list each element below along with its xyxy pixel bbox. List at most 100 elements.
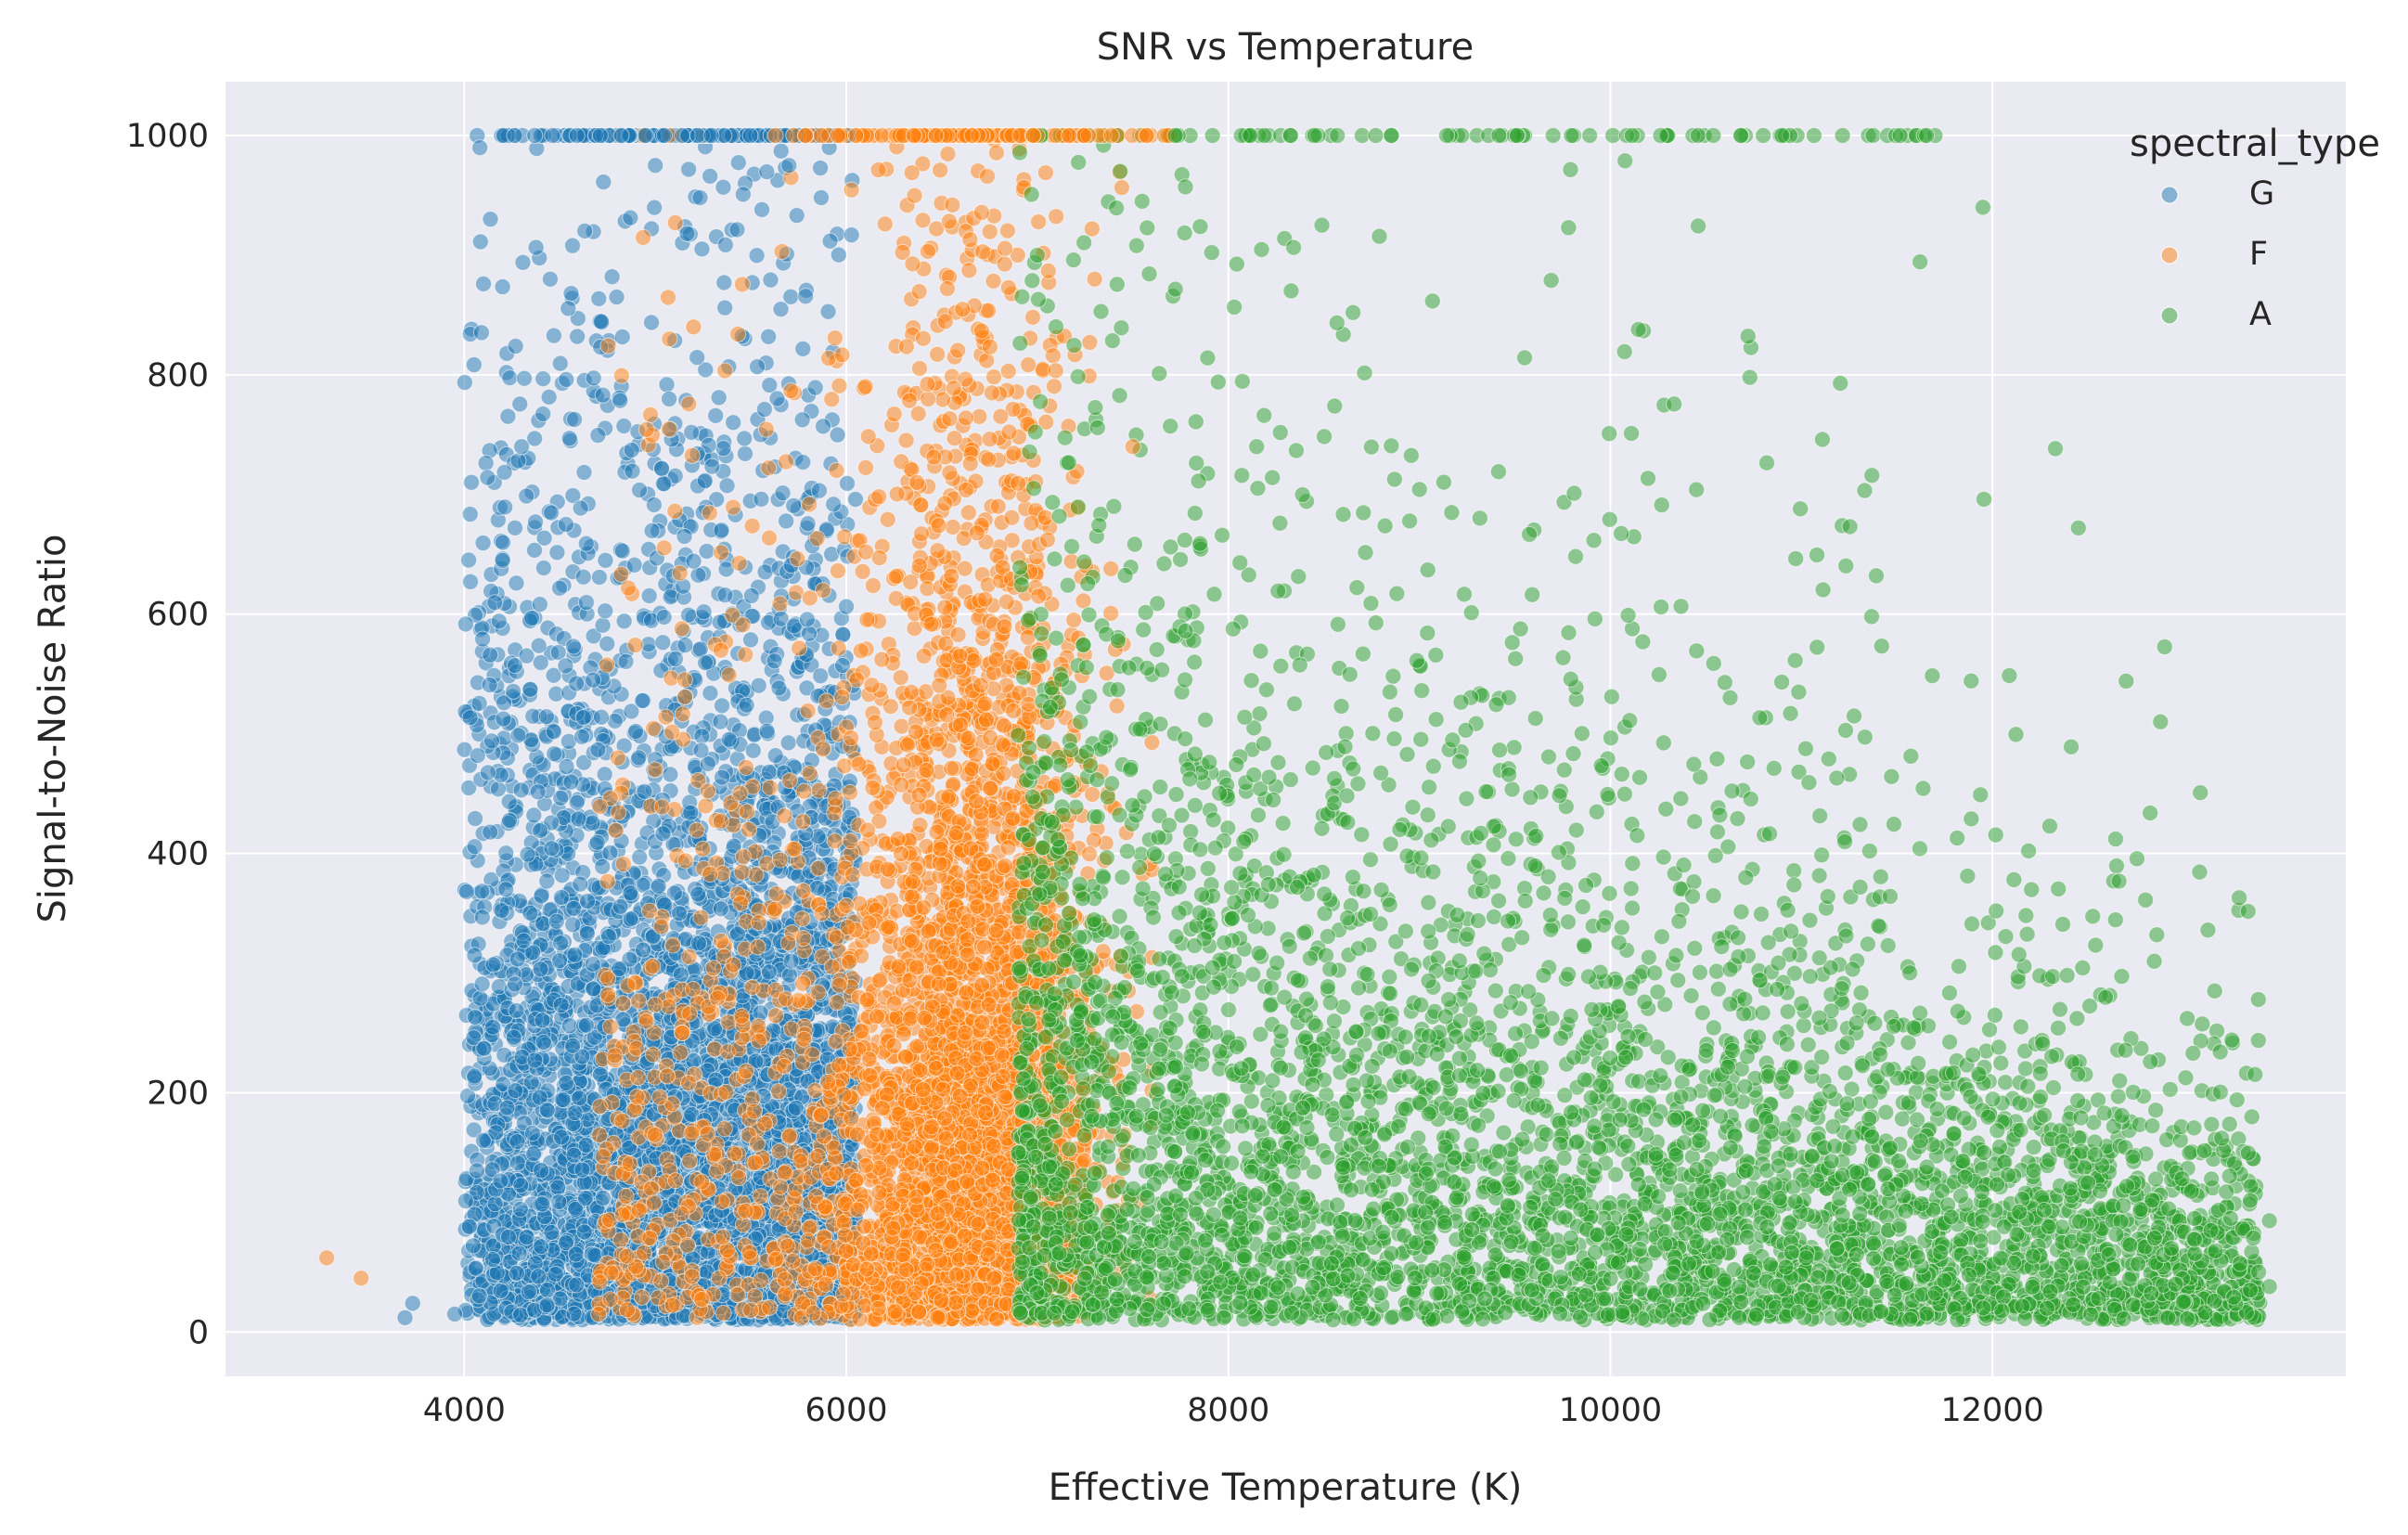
point-g (491, 613, 507, 629)
point-g (577, 223, 593, 239)
point-g (595, 858, 611, 874)
point-g (715, 698, 730, 714)
point-g (457, 375, 472, 391)
point-g (498, 882, 514, 897)
point-g (698, 655, 714, 671)
point-g (502, 813, 518, 829)
point-g (696, 604, 712, 620)
point-g (564, 238, 580, 253)
point-g (692, 190, 708, 206)
point-g (578, 1017, 594, 1033)
point-g (820, 303, 836, 319)
point-g (539, 873, 555, 889)
point-g (635, 692, 650, 708)
point-g (717, 300, 733, 316)
point-g (496, 464, 512, 480)
point-g (713, 714, 728, 729)
point-g (769, 391, 785, 406)
point-g (570, 329, 586, 344)
point-g (567, 1105, 583, 1121)
point-g (801, 626, 817, 641)
point-g (813, 161, 829, 176)
point-g (795, 341, 811, 356)
point-g (637, 783, 652, 799)
point-g (631, 750, 647, 766)
point-g (579, 925, 595, 941)
point-g (729, 222, 745, 238)
point-g (591, 569, 607, 585)
point-g (484, 1019, 500, 1035)
point-g (457, 616, 473, 632)
point-g (553, 997, 569, 1013)
point-g (475, 631, 491, 647)
point-g (476, 1040, 492, 1056)
point-g (526, 807, 542, 823)
point-g (534, 1013, 550, 1028)
point-g (759, 723, 775, 739)
point-g (483, 212, 498, 227)
point-g (507, 976, 522, 992)
point-g (713, 901, 728, 917)
point-g (750, 359, 766, 375)
point-g (711, 390, 727, 406)
point-g (647, 200, 663, 215)
point-g (515, 254, 531, 270)
point-g (704, 458, 720, 474)
point-g (563, 286, 579, 302)
point-g (487, 595, 503, 611)
point-g (578, 535, 594, 551)
point-g (714, 522, 729, 538)
point-g (580, 894, 596, 909)
point-g (757, 564, 773, 580)
point-g (468, 1260, 483, 1276)
point-g (586, 370, 601, 386)
point-g (535, 406, 551, 421)
point-g (676, 528, 692, 544)
point-g (546, 328, 561, 343)
point-g (659, 377, 675, 393)
point-g (472, 234, 488, 250)
point-g (786, 497, 802, 513)
point-g (462, 710, 478, 726)
point-g (623, 210, 638, 226)
point-g (780, 735, 796, 751)
point-g (576, 464, 592, 480)
point-g (467, 839, 483, 855)
point-g (457, 1193, 473, 1209)
point-g (604, 269, 620, 285)
point-g (531, 638, 547, 653)
point-g (702, 168, 718, 184)
point-g (567, 411, 583, 427)
point-g (715, 441, 731, 457)
point-g (840, 475, 856, 491)
point-g (495, 279, 510, 295)
point-g (465, 1238, 481, 1254)
point-g (497, 499, 513, 515)
point-g (506, 683, 522, 699)
point-g (533, 654, 548, 670)
point-g (763, 272, 779, 288)
point-g (466, 357, 482, 373)
point-g (826, 497, 842, 512)
point-g (835, 626, 851, 642)
point-g (483, 824, 498, 840)
point-g (541, 389, 557, 405)
point-g (753, 491, 769, 507)
point-g (749, 248, 765, 264)
point-g (794, 412, 810, 428)
point-g (553, 935, 569, 951)
point-g (717, 587, 733, 603)
point-g (519, 488, 534, 504)
point-g (573, 876, 588, 892)
point-g (534, 1196, 550, 1212)
point-g (807, 380, 823, 395)
point-g (663, 767, 678, 782)
point-g (471, 695, 487, 711)
point-g (754, 201, 770, 217)
point-g (502, 370, 518, 386)
point-g (761, 764, 777, 780)
point-g (553, 889, 569, 905)
point-g (461, 552, 477, 568)
point-g (690, 886, 706, 902)
point-g (694, 241, 710, 257)
